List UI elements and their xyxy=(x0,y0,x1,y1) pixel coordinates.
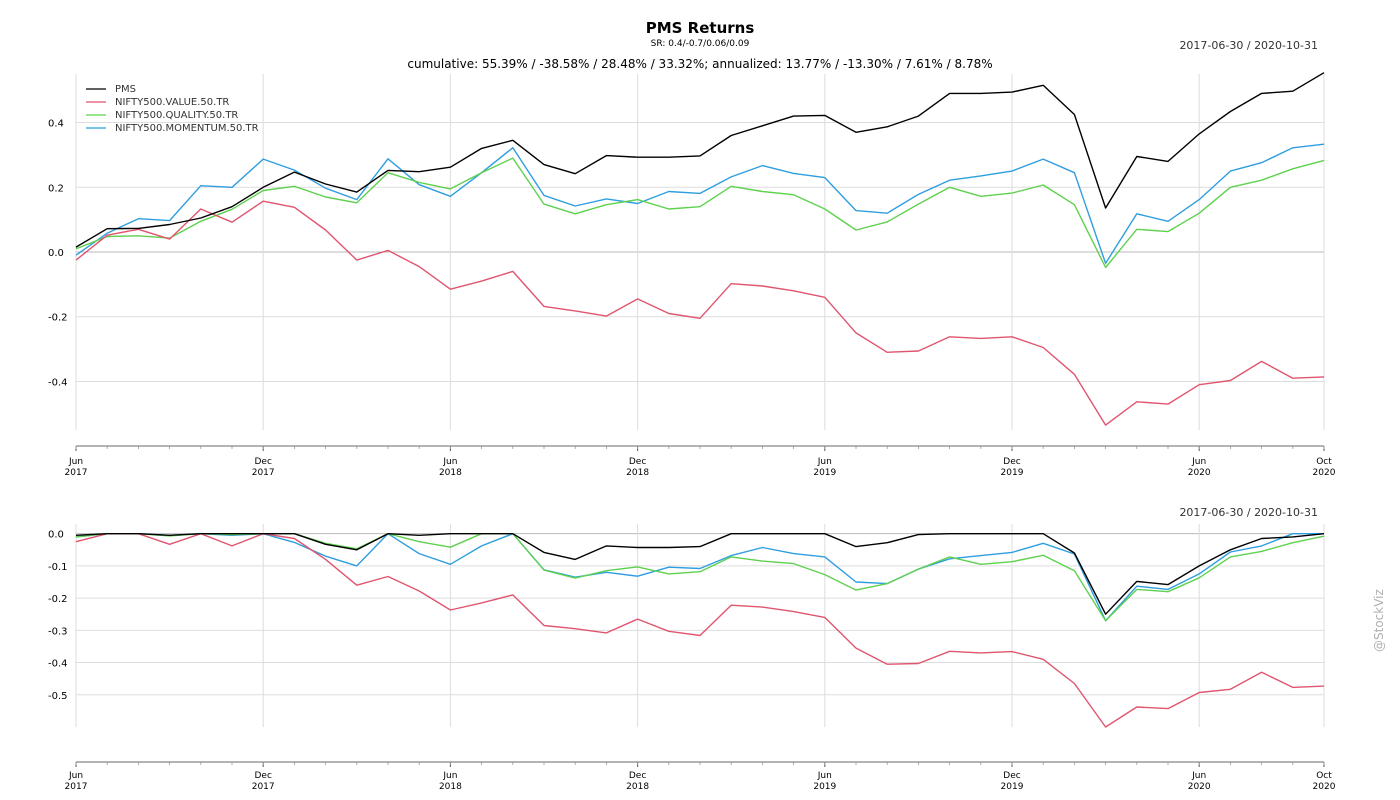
x-tick-label-year: 2020 xyxy=(1313,468,1336,478)
series-line-pms xyxy=(75,72,1325,248)
x-tick-label-year: 2019 xyxy=(813,782,836,792)
x-tick-label-month: Jun xyxy=(817,457,832,467)
series-line-nifty500-momentum-50-tr xyxy=(75,143,1325,264)
legend-label: NIFTY500.VALUE.50.TR xyxy=(115,97,229,108)
x-tick-label-month: Dec xyxy=(629,771,646,781)
x-tick-label-month: Dec xyxy=(254,457,271,467)
y-tick-label: -0.2 xyxy=(48,313,68,324)
legend-label: NIFTY500.QUALITY.50.TR xyxy=(115,110,238,121)
x-tick-label-month: Oct xyxy=(1316,771,1332,781)
x-tick-label-month: Dec xyxy=(1003,771,1020,781)
x-tick-label-month: Dec xyxy=(254,771,271,781)
x-tick-label-year: 2018 xyxy=(439,468,462,478)
y-tick-label: 0.0 xyxy=(48,248,64,259)
x-tick-label-month: Jun xyxy=(442,771,457,781)
x-tick-label-month: Dec xyxy=(629,457,646,467)
x-tick-label-year: 2017 xyxy=(65,782,88,792)
chart-subtitle: SR: 0.4/-0.7/0.06/0.09 xyxy=(650,39,750,49)
y-tick-label: -0.4 xyxy=(48,659,68,670)
x-tick-label-year: 2020 xyxy=(1313,782,1336,792)
y-tick-label: -0.5 xyxy=(48,691,68,702)
y-tick-label: -0.2 xyxy=(48,594,68,605)
series-line-pms xyxy=(75,533,1325,615)
x-tick-label-month: Jun xyxy=(442,457,457,467)
x-tick-label-month: Dec xyxy=(1003,457,1020,467)
x-tick-label-year: 2017 xyxy=(252,468,275,478)
series-line-nifty500-momentum-50-tr xyxy=(75,533,1324,622)
legend-label: PMS xyxy=(115,84,136,95)
y-tick-label: 0.2 xyxy=(48,183,64,194)
x-tick-label-year: 2019 xyxy=(1001,782,1024,792)
series-line-nifty500-quality-50-tr xyxy=(75,157,1325,269)
series-line-nifty500-value-50-tr xyxy=(75,533,1325,728)
x-tick-label-month: Jun xyxy=(1191,771,1206,781)
x-tick-label-year: 2017 xyxy=(252,782,275,792)
x-tick-label-month: Jun xyxy=(817,771,832,781)
x-tick-label-year: 2020 xyxy=(1188,782,1211,792)
y-tick-label: -0.3 xyxy=(48,626,68,637)
x-tick-label-month: Oct xyxy=(1316,457,1332,467)
bottom-date-range: 2017-06-30 / 2020-10-31 xyxy=(1179,506,1318,519)
y-tick-label: -0.4 xyxy=(48,377,68,388)
chart-title: PMS Returns xyxy=(645,19,755,37)
x-tick-label-year: 2019 xyxy=(813,468,836,478)
legend-label: NIFTY500.MOMENTUM.50.TR xyxy=(115,123,259,134)
x-tick-label-year: 2018 xyxy=(626,468,649,478)
stats-line: cumulative: 55.39% / -38.58% / 28.48% / … xyxy=(407,57,993,71)
legend: PMS NIFTY500.VALUE.50.TR NIFTY500.QUALITY.… xyxy=(86,84,259,134)
x-tick-label-year: 2018 xyxy=(626,782,649,792)
x-tick-label-year: 2019 xyxy=(1001,468,1024,478)
chart-panel-1: -0.4-0.20.00.20.4Jun2017Dec2017Jun2018De… xyxy=(48,72,1336,478)
x-tick-label-month: Jun xyxy=(68,457,83,467)
x-tick-label-year: 2017 xyxy=(65,468,88,478)
x-tick-label-month: Jun xyxy=(68,771,83,781)
y-tick-label: 0.4 xyxy=(48,119,64,130)
chart-panel-2: -0.5-0.4-0.3-0.2-0.10.0Jun2017Dec2017Jun… xyxy=(48,524,1336,792)
x-tick-label-year: 2020 xyxy=(1188,468,1211,478)
y-tick-label: -0.1 xyxy=(48,562,68,573)
top-date-range: 2017-06-30 / 2020-10-31 xyxy=(1179,39,1318,52)
x-tick-label-year: 2018 xyxy=(439,782,462,792)
series-line-nifty500-value-50-tr xyxy=(75,200,1325,426)
y-tick-label: 0.0 xyxy=(48,530,64,541)
x-tick-label-month: Jun xyxy=(1191,457,1206,467)
